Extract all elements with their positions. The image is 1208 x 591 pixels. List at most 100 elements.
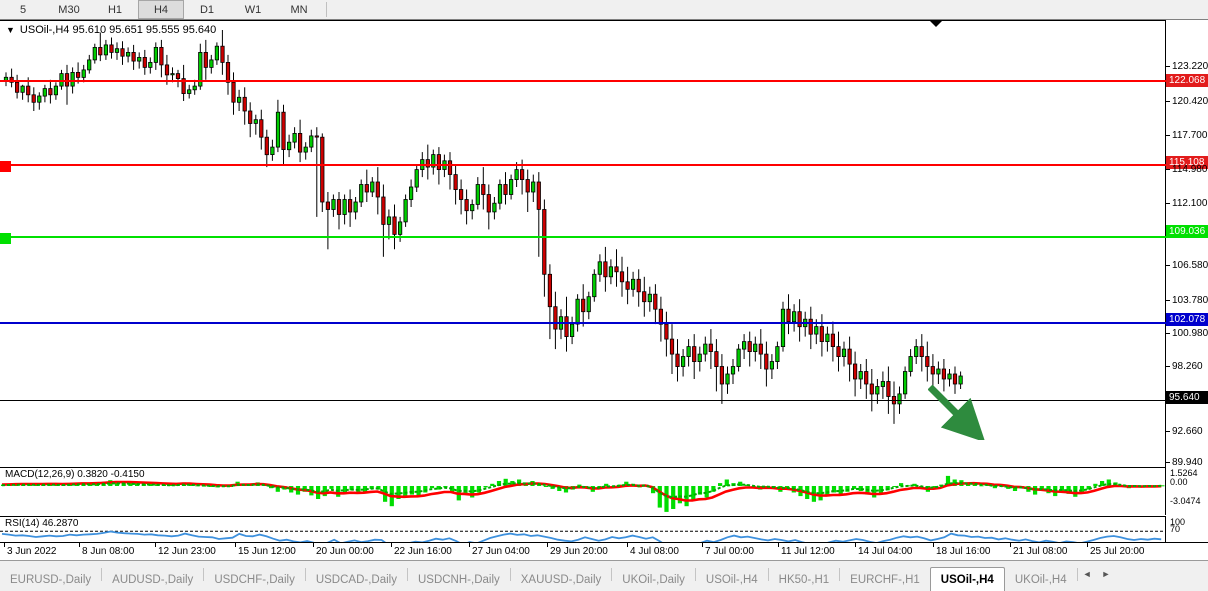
price-tick-98-260: 98.260	[1166, 360, 1208, 373]
time-label: 18 Jul 16:00	[936, 546, 991, 557]
time-tick	[235, 543, 236, 547]
tab-divider	[611, 567, 613, 581]
price-tick-102-078[interactable]: 102.078	[1166, 313, 1208, 326]
price-tick-109-036[interactable]: 109.036	[1166, 225, 1208, 238]
collapse-triangle-icon[interactable]: ▼	[6, 24, 15, 35]
level-line-resistance-115[interactable]	[0, 164, 1166, 166]
chart-tab-hk50h1[interactable]: HK50-,H1	[778, 574, 830, 586]
time-tick	[855, 543, 856, 547]
level-line-current-price-95[interactable]	[0, 400, 1166, 401]
price-axis[interactable]: 123.220 122.068 120.420 117.700 115.108 114.9…	[1165, 20, 1208, 543]
time-label: 3 Jun 2022	[7, 546, 57, 557]
price-tick-122-068[interactable]: 122.068	[1166, 74, 1208, 87]
timeframe-button-5[interactable]: 5	[19, 3, 27, 16]
time-tick	[933, 543, 934, 547]
price-tick-120-420: 120.420	[1166, 95, 1208, 108]
price-tick-112-100: 112.100	[1166, 197, 1208, 210]
macd-panel[interactable]: MACD(12,26,9) 0.3820 -0.4150	[0, 467, 1166, 517]
chart-tab-usdcnhdaily[interactable]: USDCNH-,Daily	[417, 574, 500, 586]
time-label: 7 Jul 00:00	[705, 546, 754, 557]
tab-divider	[101, 567, 103, 581]
rsi-tick-70: 70	[1170, 524, 1181, 534]
price-tick-95-640[interactable]: 95.640	[1166, 391, 1208, 404]
chart-tab-ukoildaily[interactable]: UKOil-,Daily	[622, 574, 685, 586]
down-arrow-annotation[interactable]	[928, 385, 988, 440]
chart-tab-usdchfdaily[interactable]: USDCHF-,Daily	[214, 574, 295, 586]
price-tick-89-940: 89.940	[1166, 456, 1208, 469]
timeframe-button-m30[interactable]: M30	[58, 3, 80, 16]
tab-divider	[694, 567, 696, 581]
time-tick	[469, 543, 470, 547]
macd-axis: 1.5264 0.00 -3.0474	[1165, 467, 1208, 515]
chart-tab-xauusddaily[interactable]: XAUUSD-,Daily	[520, 574, 602, 586]
time-tick	[4, 543, 5, 547]
tab-divider	[767, 567, 769, 581]
time-tick	[391, 543, 392, 547]
tab-scroll-next-button[interactable]: ►	[1101, 569, 1111, 579]
price-tick-115-108[interactable]: 115.108	[1166, 156, 1208, 169]
candlestick-series	[3, 30, 963, 424]
chart-top-divider	[0, 20, 1208, 21]
price-tick-100-980: 100.980	[1166, 327, 1208, 340]
chart-tab-eurusddaily[interactable]: EURUSD-,Daily	[10, 574, 92, 586]
chart-tab-usdcaddaily[interactable]: USDCAD-,Daily	[315, 574, 397, 586]
price-tick-117-700: 117.700	[1166, 129, 1208, 142]
timeframe-toolbar: 5 M30 H1 H4 D1 W1 MN	[0, 0, 1208, 20]
tab-divider	[406, 567, 408, 581]
level-line-resistance-122[interactable]	[0, 80, 1166, 82]
chart-tab-usoilh4[interactable]: USOil-,H4	[929, 567, 1005, 591]
price-plot[interactable]: ▼ USOil-,H4 95.610 95.651 95.555 95.640	[0, 20, 1166, 543]
symbol-ohlc-header: ▼ USOil-,H4 95.610 95.651 95.555 95.640	[6, 24, 216, 36]
time-tick	[778, 543, 779, 547]
price-tick-103-780: 103.780	[1166, 294, 1208, 307]
symbol-ohlc-text: USOil-,H4 95.610 95.651 95.555 95.640	[19, 24, 217, 36]
time-label: 21 Jul 08:00	[1013, 546, 1068, 557]
level-line-support-109[interactable]	[0, 236, 1166, 238]
time-label: 12 Jun 23:00	[158, 546, 216, 557]
timeframe-button-mn[interactable]: MN	[290, 3, 308, 16]
chart-tab-bar: EURUSD-,Daily AUDUSD-,Daily USDCHF-,Daily U…	[0, 560, 1208, 591]
level-anchor-support-109[interactable]	[0, 233, 11, 244]
time-tick	[702, 543, 703, 547]
time-tick	[1010, 543, 1011, 547]
macd-tick-0_00: 0.00	[1170, 477, 1188, 487]
macd-label: MACD(12,26,9) 0.3820 -0.4150	[5, 469, 145, 480]
chart-tab-eurchfh1[interactable]: EURCHF-,H1	[850, 574, 920, 586]
price-tick-106-580: 106.580	[1166, 259, 1208, 272]
time-label: 14 Jul 04:00	[858, 546, 913, 557]
chart-tab-audusddaily[interactable]: AUDUSD-,Daily	[112, 574, 194, 586]
macd-tick-_3_0474: -3.0474	[1170, 496, 1201, 506]
tab-divider	[839, 567, 841, 581]
timeframe-button-h4[interactable]: H4	[138, 0, 184, 19]
time-label: 29 Jun 20:00	[550, 546, 608, 557]
level-line-level-102[interactable]	[0, 322, 1166, 324]
time-label: 22 Jun 16:00	[394, 546, 452, 557]
timeframe-button-h1[interactable]: H1	[107, 3, 123, 16]
chart-area[interactable]: 123.220 122.068 120.420 117.700 115.108 114.9…	[0, 19, 1208, 563]
chart-tab-ukoilh4[interactable]: UKOil-,H4	[1014, 574, 1067, 586]
time-label: 27 Jun 04:00	[472, 546, 530, 557]
chart-tab-usoilh4[interactable]: USOil-,H4	[705, 574, 758, 586]
timeframe-button-d1[interactable]: D1	[199, 3, 215, 16]
price-tick-92-660: 92.660	[1166, 425, 1208, 438]
time-axis[interactable]: 3 Jun 2022 8 Jun 08:00 12 Jun 23:00 15 Jun …	[0, 542, 1208, 561]
tab-divider	[1076, 567, 1078, 581]
time-tick	[155, 543, 156, 547]
rsi-label: RSI(14) 46.2870	[5, 518, 79, 529]
time-label: 25 Jul 20:00	[1090, 546, 1145, 557]
time-label: 15 Jun 12:00	[238, 546, 296, 557]
chart-scroll-marker[interactable]	[929, 20, 943, 27]
tab-divider	[509, 567, 511, 581]
timeframe-button-w1[interactable]: W1	[244, 3, 262, 16]
tab-scroll-prev-button[interactable]: ◄	[1082, 569, 1092, 579]
rsi-tick-100: 100	[1170, 517, 1186, 527]
time-tick	[1087, 543, 1088, 547]
level-anchor-resistance-115[interactable]	[0, 161, 11, 172]
time-label: 4 Jul 08:00	[630, 546, 679, 557]
price-tick-123-220: 123.220	[1166, 60, 1208, 73]
tab-divider	[203, 567, 205, 581]
time-tick	[547, 543, 548, 547]
macd-tick-1_5264: 1.5264	[1170, 468, 1198, 478]
time-tick	[313, 543, 314, 547]
